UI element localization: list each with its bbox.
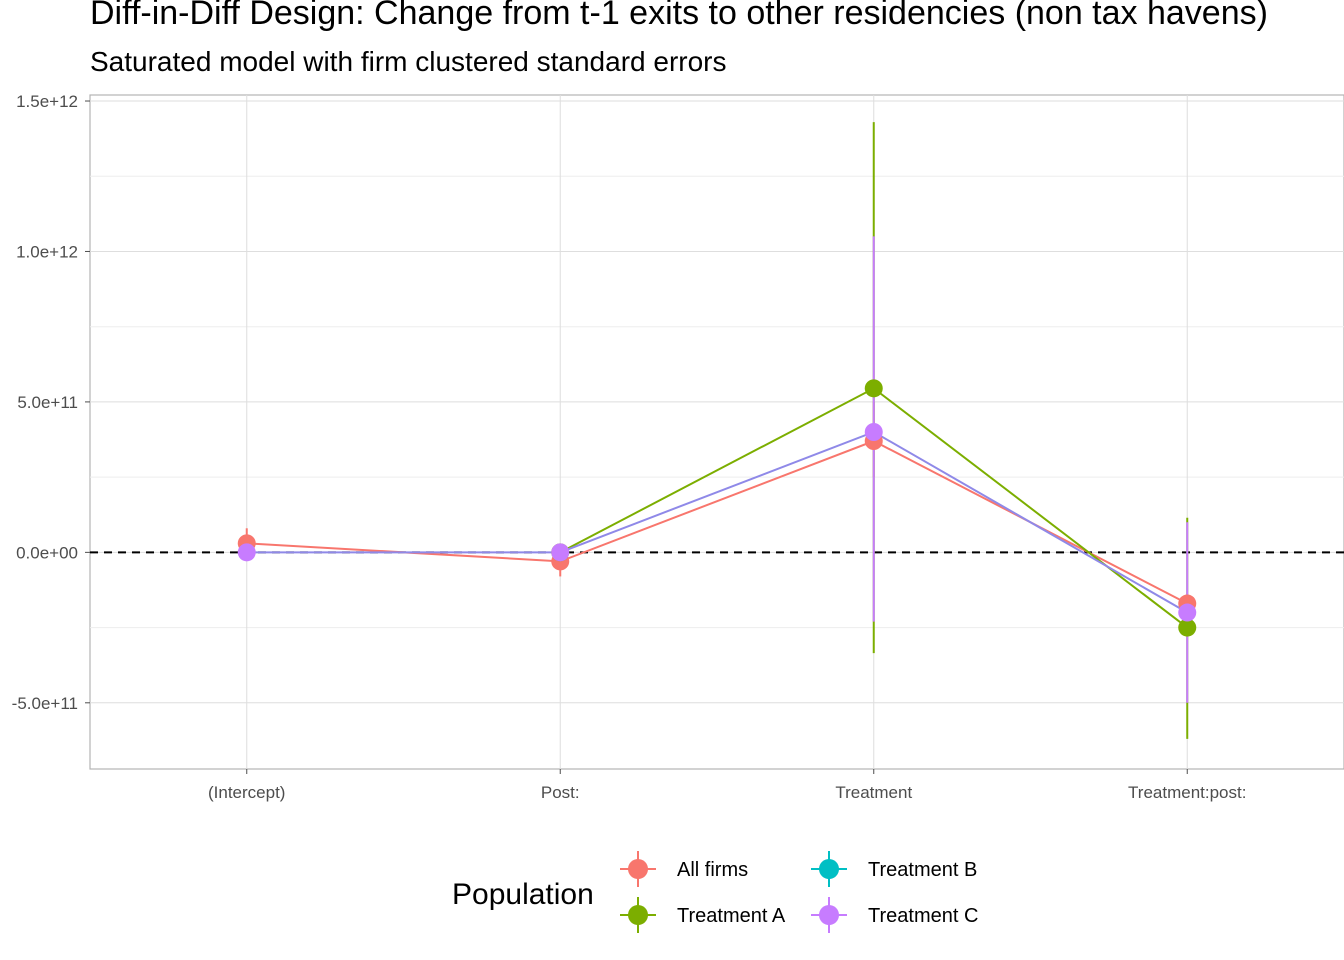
grid-layer — [89, 94, 1344, 770]
legend-label: Treatment A — [677, 905, 786, 927]
chart-subtitle: Saturated model with firm clustered stan… — [90, 46, 727, 77]
y-tick-label: 1.0e+12 — [16, 242, 78, 261]
x-tick-label: Post: — [541, 783, 580, 802]
treatment-c-point — [1178, 603, 1197, 622]
treatment-a-point — [864, 379, 883, 398]
axis-layer: -5.0e+11 0.0e+00 5.0e+11 1.0e+12 1.5e+12 (Int… — [12, 92, 1247, 802]
chart-title: Diff-in-Diff Design: Change from t-1 exi… — [90, 0, 1268, 32]
series-layer — [90, 122, 1344, 739]
legend: Population All firms Treatment A Treatment … — [452, 851, 978, 933]
x-tick-label: (Intercept) — [208, 783, 285, 802]
legend-key-point — [819, 905, 839, 925]
treatment-c-point — [237, 543, 256, 562]
y-tick-label: 5.0e+11 — [17, 393, 78, 412]
legend-item-treatment-c: Treatment C — [811, 897, 978, 933]
x-tick-label: Treatment — [835, 783, 912, 802]
treatment-a-point — [1178, 618, 1197, 637]
legend-item-treatment-b: Treatment B — [811, 851, 977, 887]
legend-item-treatment-a: Treatment A — [620, 897, 786, 933]
legend-key-point — [628, 859, 648, 879]
legend-label: Treatment C — [868, 905, 978, 927]
plot-panel-border — [89, 94, 1344, 770]
y-tick-label: 1.5e+12 — [16, 92, 78, 111]
treatment-c-point — [864, 423, 883, 441]
legend-item-all-firms: All firms — [620, 851, 748, 887]
legend-key-point — [628, 905, 648, 925]
x-tick-label: Treatment:post: — [1128, 783, 1246, 802]
treatment-c-line — [246, 430, 1188, 614]
legend-label: Treatment B — [868, 859, 977, 881]
all-firms-line — [246, 439, 1188, 605]
legend-key-point — [819, 859, 839, 879]
y-tick-label: 0.0e+00 — [16, 543, 78, 562]
treatment-c-point — [551, 543, 570, 562]
legend-label: All firms — [677, 859, 748, 881]
legend-title: Population — [452, 878, 594, 911]
y-tick-label: -5.0e+11 — [12, 694, 78, 713]
